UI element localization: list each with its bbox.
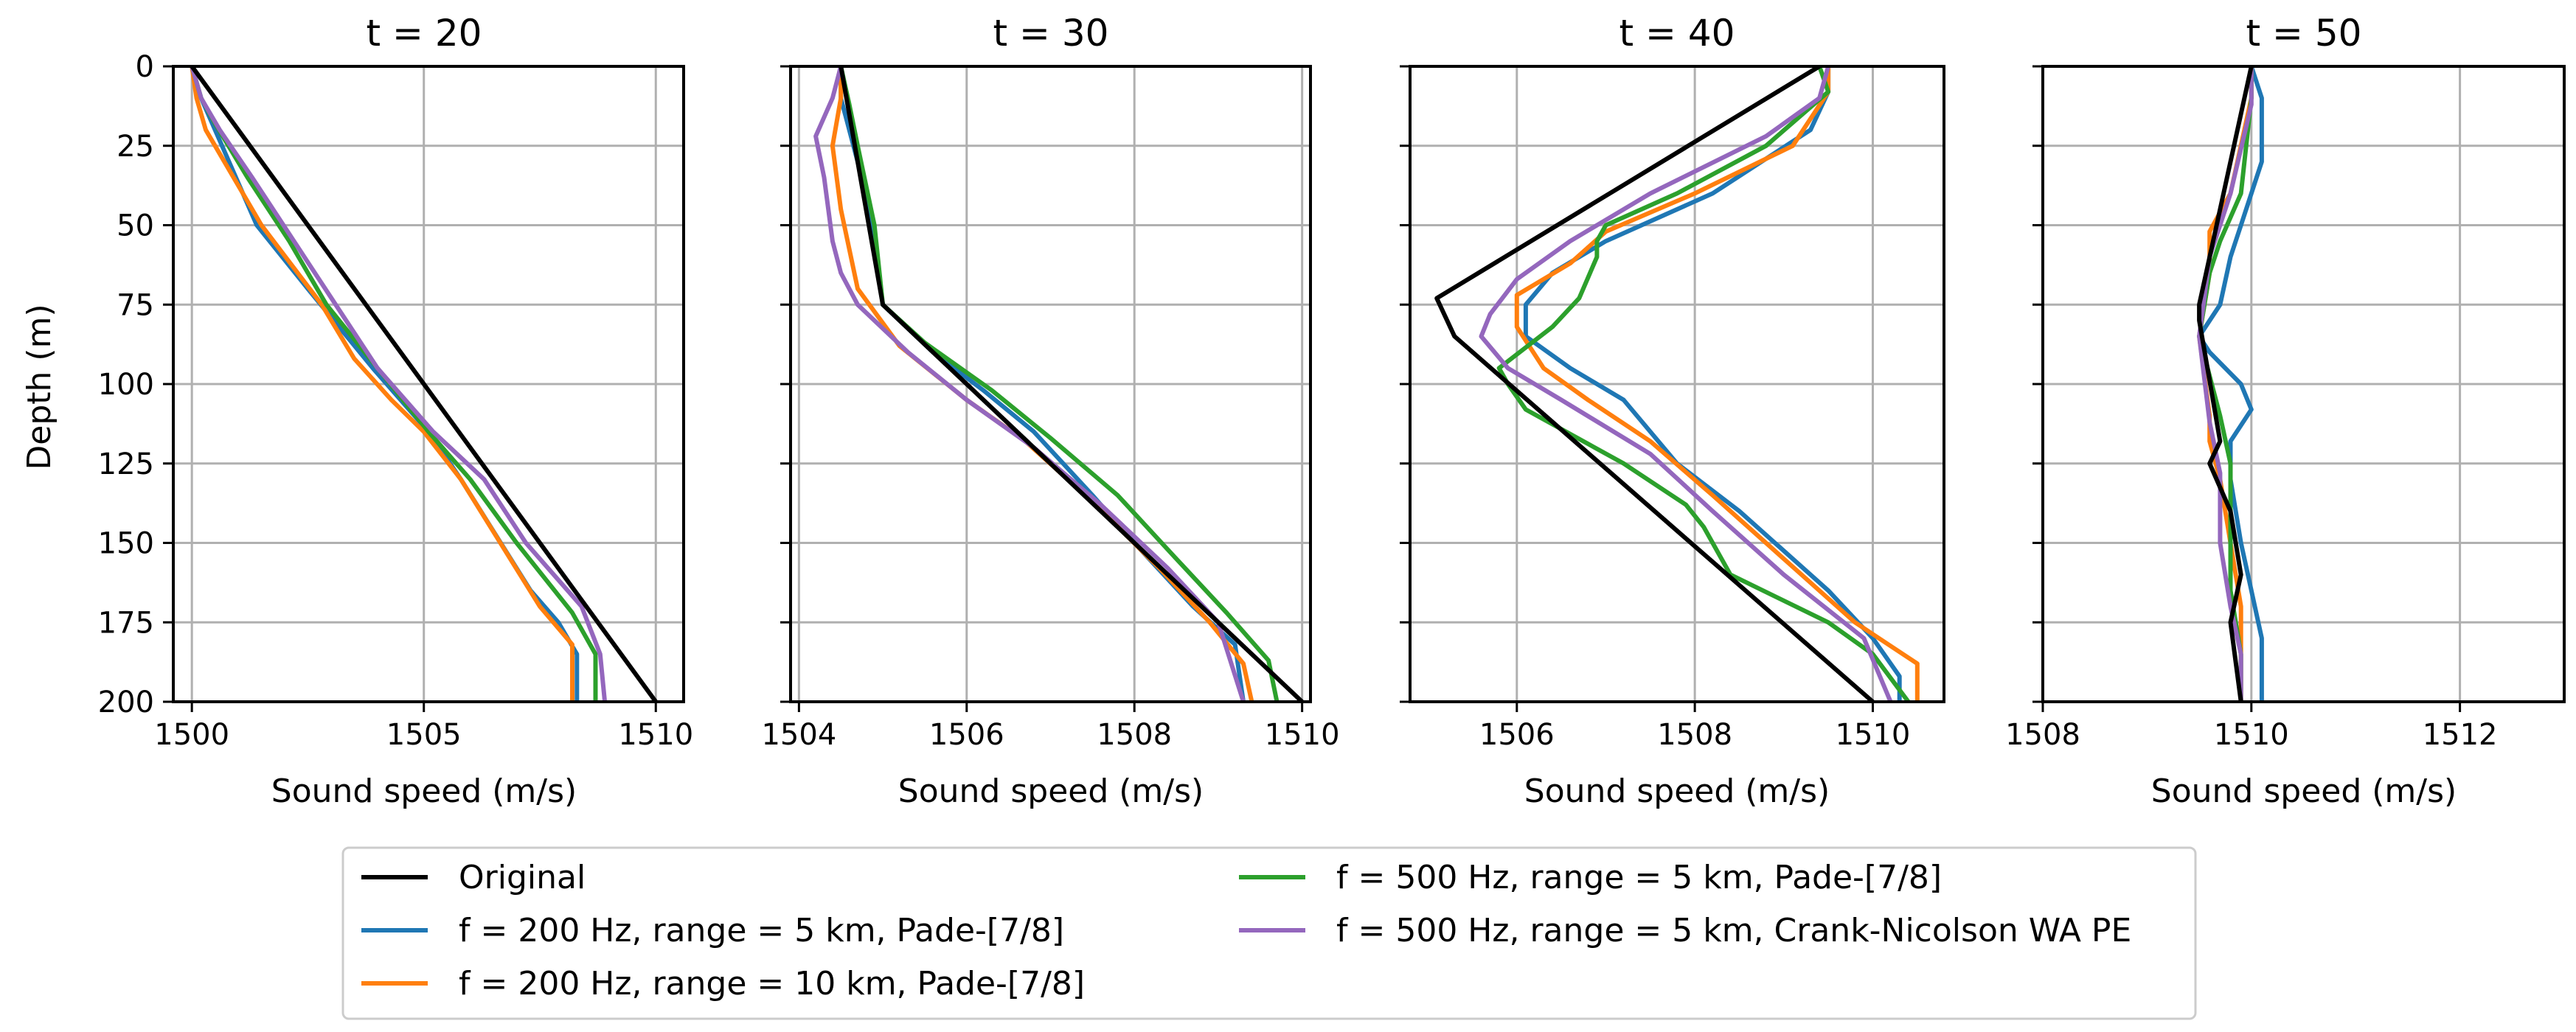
series-line-1: [190, 66, 580, 702]
x-tick-label: 1510: [2214, 718, 2289, 752]
y-tick-label: 150: [98, 527, 154, 561]
series-line-4: [1479, 66, 1893, 702]
x-tick-label: 1510: [1265, 718, 1340, 752]
series-line-2: [190, 66, 574, 702]
legend: Original f = 200 Hz, range = 5 km, Pade-…: [341, 846, 2197, 1020]
panel-title: t = 50: [2246, 12, 2362, 55]
series-line-1: [2197, 66, 2264, 702]
x-tick-label: 1508: [2005, 718, 2080, 752]
x-axis-label: Sound speed (m/s): [898, 773, 1204, 810]
legend-label-500hz-cn: f = 500 Hz, range = 5 km, Crank-Nicolson…: [1336, 912, 2131, 949]
series-line-4: [2197, 66, 2254, 702]
plot-area: 1504 1506 1508 1510: [761, 65, 1340, 752]
x-tick-label: 1512: [2423, 718, 2498, 752]
series-group: [189, 66, 659, 702]
legend-frame: [341, 846, 2197, 1020]
panel-title: t = 40: [1619, 12, 1735, 55]
legend-label-original: Original: [459, 859, 586, 896]
plot-area: 1500 1505 1510 0 25 50 75 100 125 150 175 200: [98, 50, 694, 752]
x-axis-label: Sound speed (m/s): [1524, 773, 1830, 810]
panel-t20: 1500 1505 1510 0 25 50 75 100 125 150 175 200 t = 2…: [21, 12, 693, 810]
y-tick-label: 200: [98, 686, 154, 719]
panel-t50: 1508 1510 1512 t = 50 Sound speed (m/s): [2005, 12, 2566, 810]
series-line-2: [1514, 66, 1920, 702]
panel-t40: 1506 1508 1510 t = 40 Sound speed (m/s): [1400, 12, 1945, 810]
series-group: [813, 66, 1305, 702]
x-tick-label: 1506: [1479, 718, 1555, 752]
x-tick-label: 1510: [618, 718, 693, 752]
x-tick-label: 1510: [1836, 718, 1911, 752]
y-tick-label: 0: [136, 50, 154, 84]
x-tick-label: 1508: [1657, 718, 1732, 752]
series-line-4: [813, 66, 1246, 702]
y-axis-label: Depth (m): [21, 304, 58, 470]
plot-area: 1508 1510 1512: [2005, 65, 2566, 752]
y-tick-label: 175: [98, 606, 154, 640]
x-tick-label: 1500: [154, 718, 229, 752]
panel-title: t = 30: [993, 12, 1109, 55]
x-tick-label: 1504: [761, 718, 836, 752]
series-line-3: [839, 66, 1280, 702]
series-line-0: [839, 66, 1305, 702]
y-tick-label: 100: [98, 368, 154, 402]
series-line-4: [190, 66, 608, 702]
x-axis-label: Sound speed (m/s): [2151, 773, 2457, 810]
x-axis-label: Sound speed (m/s): [271, 773, 577, 810]
legend-label-500hz-pade: f = 500 Hz, range = 5 km, Pade-[7/8]: [1336, 859, 1942, 896]
series-group: [1434, 66, 1920, 702]
y-tick-label: 125: [98, 447, 154, 481]
series-line-0: [1434, 66, 1876, 702]
y-tick-label: 50: [117, 209, 154, 243]
x-tick-label: 1508: [1097, 718, 1172, 752]
panel-title: t = 20: [367, 12, 482, 55]
panel-t30: 1504 1506 1508 1510 t = 30 Sound speed (m/s…: [761, 12, 1339, 810]
series-line-0: [2197, 66, 2254, 702]
series-line-0: [189, 66, 659, 702]
series-group: [2197, 66, 2264, 702]
legend-label-200hz-10km: f = 200 Hz, range = 10 km, Pade-[7/8]: [459, 965, 1085, 1003]
plot-area: 1506 1508 1510: [1400, 65, 1945, 752]
y-tick-label: 25: [117, 130, 154, 164]
y-tick-label: 75: [117, 288, 154, 322]
legend-label-200hz-5km: f = 200 Hz, range = 5 km, Pade-[7/8]: [459, 912, 1064, 949]
x-tick-label: 1506: [929, 718, 1004, 752]
x-tick-label: 1505: [386, 718, 462, 752]
